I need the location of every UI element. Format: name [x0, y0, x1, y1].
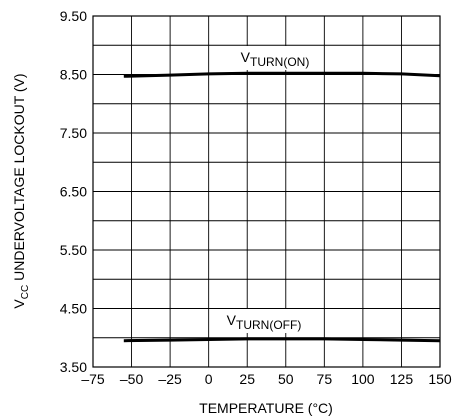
y-tick-label: 4.50	[60, 301, 87, 317]
x-tick-label: –50	[120, 371, 144, 387]
x-tick-label: 125	[390, 371, 414, 387]
series-label-background	[217, 309, 311, 333]
x-tick-labels: –75 –50 –25 0 25 50 75 100 125 150	[81, 371, 452, 387]
y-tick-labels: 3.50 4.50 5.50 6.50 7.50 8.50 9.50	[60, 8, 87, 375]
y-tick-label: 6.50	[60, 184, 87, 200]
y-axis-label-post: UNDERVOLTAGE LOCKOUT (V)	[11, 73, 27, 284]
y-axis-label: VCC UNDERVOLTAGE LOCKOUT (V)	[11, 73, 31, 308]
y-tick-label: 9.50	[60, 8, 87, 24]
x-tick-label: 50	[278, 371, 294, 387]
y-tick-label: 5.50	[60, 242, 87, 258]
x-tick-label: 150	[428, 371, 452, 387]
y-axis-label-pre: V	[11, 299, 27, 309]
x-tick-label: 100	[351, 371, 375, 387]
series-label-sub: TURN(ON)	[250, 55, 309, 69]
y-axis-label-sub: CC	[20, 285, 31, 299]
series-label: VTURN(OFF)	[227, 312, 302, 332]
series-label: VTURN(ON)	[241, 49, 310, 69]
series-labels: VTURN(ON)VTURN(OFF)	[217, 46, 321, 333]
y-tick-label: 7.50	[60, 125, 87, 141]
series-line	[123, 337, 441, 343]
plot-frame	[92, 15, 441, 368]
x-tick-label: –25	[158, 371, 182, 387]
series-label-pre: V	[241, 49, 251, 65]
y-tick-label: 8.50	[60, 67, 87, 83]
x-tick-label: –75	[81, 371, 105, 387]
x-tick-label: 0	[205, 371, 213, 387]
x-tick-label: 75	[317, 371, 333, 387]
series-label-background	[229, 46, 321, 70]
x-axis-label: TEMPERATURE (°C)	[199, 400, 333, 416]
series-line	[123, 71, 441, 78]
y-tick-label: 3.50	[60, 359, 87, 375]
series-label-pre: V	[227, 312, 237, 328]
series	[123, 71, 441, 343]
series-label-sub: TURN(OFF)	[236, 318, 301, 332]
x-tick-label: 25	[239, 371, 255, 387]
